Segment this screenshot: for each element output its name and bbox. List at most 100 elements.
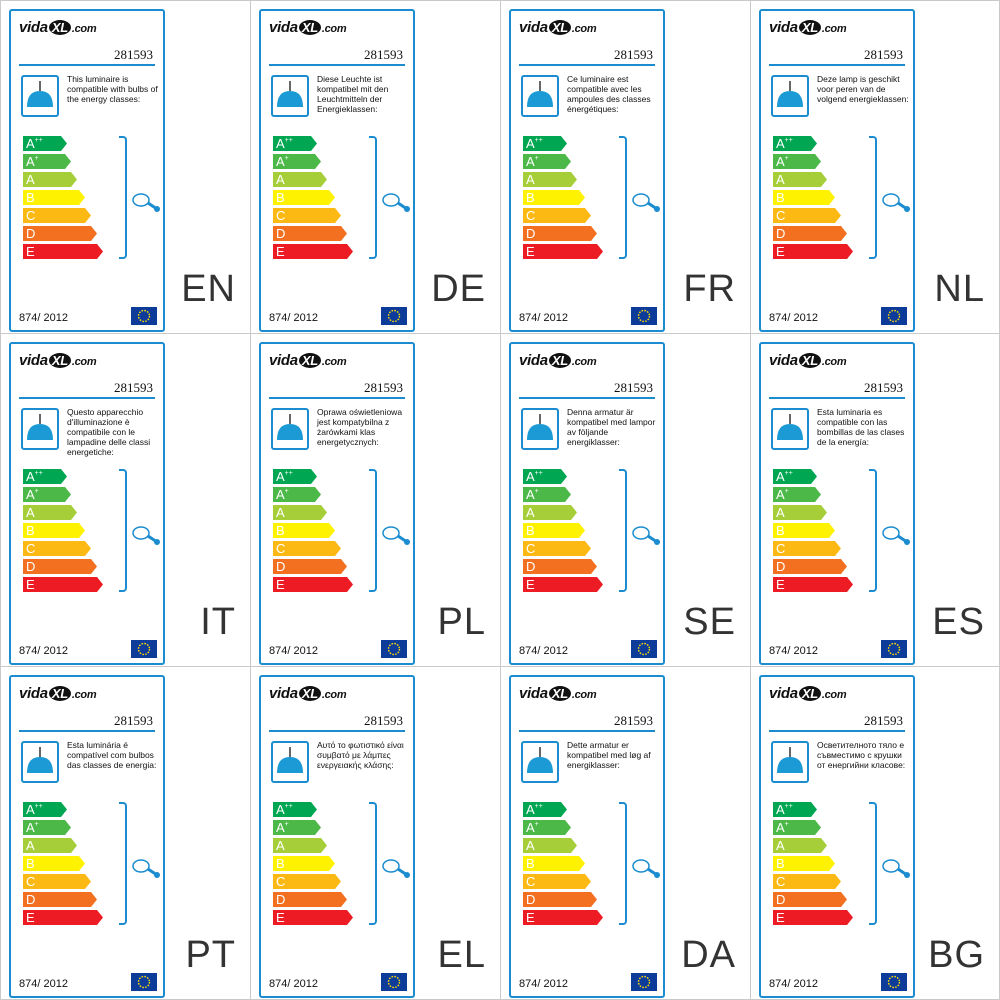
- energy-class-modifier: ++: [534, 137, 543, 144]
- energy-class-bar: [273, 910, 353, 925]
- energy-label-card: vida XL .com 281593 Oprawa oświetleniowa j…: [259, 342, 415, 665]
- product-code: 281593: [364, 47, 403, 62]
- energy-class-label: C: [26, 541, 35, 556]
- energy-class-bar: [773, 577, 853, 592]
- energy-class-label: A: [776, 505, 785, 520]
- energy-class-label: A++: [26, 802, 43, 817]
- energy-class-letter: A: [276, 154, 285, 169]
- energy-class-bar: [773, 154, 821, 169]
- energy-class-bar: [23, 856, 85, 871]
- regulation-number: 874/ 2012: [269, 978, 318, 990]
- brand-logo: vida XL .com: [519, 685, 597, 702]
- brand-post: .com: [321, 689, 347, 701]
- divider: [519, 397, 655, 399]
- energy-class-letter: A: [276, 469, 285, 484]
- energy-class-label: D: [276, 226, 285, 241]
- energy-class-bar: [523, 505, 577, 520]
- label-cell-nl: vida XL .com 281593 Deze lamp is geschikt …: [750, 0, 1000, 334]
- energy-class-modifier: +: [34, 488, 39, 495]
- energy-class-label: C: [276, 874, 285, 889]
- energy-class-label: A+: [26, 820, 39, 835]
- energy-class-letter: A: [526, 802, 535, 817]
- energy-class-letter: A: [776, 802, 785, 817]
- energy-class-letter: A: [26, 136, 35, 151]
- energy-class-letter: A: [276, 136, 285, 151]
- energy-class-bar: [23, 190, 85, 205]
- energy-label-card: vida XL .com 281593 Deze lamp is geschikt …: [759, 9, 915, 332]
- brand-post: .com: [821, 356, 847, 368]
- lamp-icon: [771, 75, 809, 117]
- eu-flag-icon: [381, 307, 407, 325]
- bulb-icon: [882, 526, 910, 545]
- energy-class-label: B: [26, 190, 35, 205]
- brand-mid: XL: [48, 20, 71, 35]
- energy-class-label: B: [276, 190, 285, 205]
- energy-class-bar: [23, 172, 77, 187]
- energy-class-bar: [773, 523, 835, 538]
- energy-class-letter: C: [276, 541, 286, 556]
- energy-class-bar: [273, 523, 335, 538]
- energy-class-label: B: [26, 523, 35, 538]
- energy-class-letter: E: [276, 244, 285, 259]
- energy-class-bar: [773, 559, 847, 574]
- energy-class-modifier: ++: [784, 803, 793, 810]
- energy-class-label: A: [26, 172, 35, 187]
- energy-class-modifier: ++: [284, 803, 293, 810]
- brand-logo: vida XL .com: [519, 352, 597, 369]
- energy-class-letter: A: [776, 172, 785, 187]
- energy-label-card: vida XL .com 281593 Diese Leuchte ist komp…: [259, 9, 415, 332]
- divider: [19, 397, 155, 399]
- energy-class-bar: [523, 892, 597, 907]
- brand-post: .com: [571, 689, 597, 701]
- brand-pre: vida: [769, 19, 798, 36]
- compatibility-text: Questo apparecchio d'illuminazione è com…: [67, 407, 151, 457]
- lamp-icon: [271, 408, 309, 450]
- label-cell-pt: vida XL .com 281593 Esta luminária é compa…: [0, 666, 251, 1000]
- energy-class-modifier: ++: [284, 137, 293, 144]
- energy-class-letter: E: [776, 244, 785, 259]
- energy-class-bar: [273, 559, 347, 574]
- label-cell-de: vida XL .com 281593 Diese Leuchte ist komp…: [250, 0, 501, 334]
- energy-class-letter: E: [276, 577, 285, 592]
- energy-class-bar: [773, 802, 817, 817]
- bulb-icon: [132, 859, 160, 878]
- energy-class-label: D: [26, 226, 35, 241]
- energy-class-modifier: ++: [34, 803, 43, 810]
- energy-class-letter: A: [276, 820, 285, 835]
- bracket-icon: [619, 802, 627, 925]
- energy-label-card: vida XL .com 281593 Esta luminaria es comp…: [759, 342, 915, 665]
- brand-mid: XL: [298, 20, 321, 35]
- energy-class-bar: [523, 577, 603, 592]
- energy-class-label: C: [526, 541, 535, 556]
- energy-class-bar: [523, 910, 603, 925]
- product-code: 281593: [864, 713, 903, 728]
- energy-class-letter: D: [776, 892, 786, 907]
- brand-logo: vida XL .com: [269, 685, 347, 702]
- regulation-number: 874/ 2012: [519, 978, 568, 990]
- product-code: 281593: [864, 47, 903, 62]
- brand-mid: XL: [798, 686, 821, 701]
- energy-class-letter: A: [776, 820, 785, 835]
- energy-class-label: E: [526, 910, 535, 925]
- divider: [519, 730, 655, 732]
- brand-logo: vida XL .com: [519, 19, 597, 36]
- energy-class-bar: [523, 541, 591, 556]
- energy-class-bar: [523, 172, 577, 187]
- divider: [769, 730, 905, 732]
- energy-label-card: vida XL .com 281593 Осветителното тяло е с…: [759, 675, 915, 998]
- label-cell-se: vida XL .com 281593 Denna armatur är kompa…: [500, 333, 751, 667]
- brand-post: .com: [571, 23, 597, 35]
- energy-class-letter: B: [26, 190, 35, 205]
- energy-class-label: A++: [776, 469, 793, 484]
- brand-pre: vida: [519, 352, 548, 369]
- language-code: DA: [681, 934, 736, 976]
- bracket-icon: [869, 802, 877, 925]
- brand-mid: XL: [548, 686, 571, 701]
- energy-class-letter: B: [526, 523, 535, 538]
- product-code: 281593: [114, 380, 153, 395]
- energy-class-label: A: [276, 505, 285, 520]
- bulb-icon: [882, 859, 910, 878]
- energy-class-letter: A: [776, 487, 785, 502]
- label-cell-bg: vida XL .com 281593 Осветителното тяло е с…: [750, 666, 1000, 1000]
- energy-class-letter: A: [776, 154, 785, 169]
